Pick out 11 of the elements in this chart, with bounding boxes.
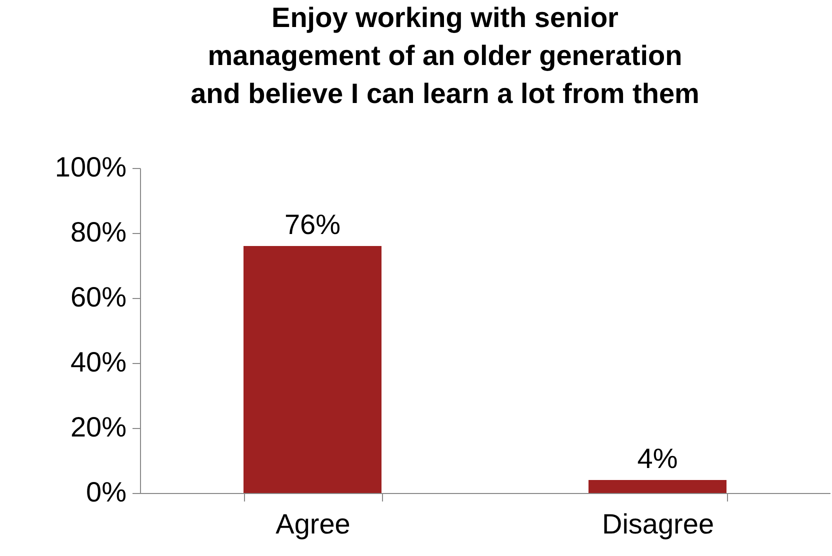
y-tick-label: 0% bbox=[86, 476, 126, 508]
x-tick-label: Disagree bbox=[602, 508, 714, 540]
y-tick-label: 80% bbox=[70, 216, 126, 248]
data-label: 76% bbox=[284, 209, 341, 240]
y-tick-label: 40% bbox=[70, 346, 126, 378]
y-tick-label: 60% bbox=[70, 282, 126, 312]
data-label: 4% bbox=[637, 443, 678, 474]
y-tick-label: 20% bbox=[70, 412, 126, 442]
chart-title: Enjoy working with senior management of an older generation and believe I can learn a lot from them bbox=[190, 2, 700, 109]
x-tick-label: Agree bbox=[276, 508, 350, 540]
y-tick-label: 100% bbox=[54, 152, 126, 182]
